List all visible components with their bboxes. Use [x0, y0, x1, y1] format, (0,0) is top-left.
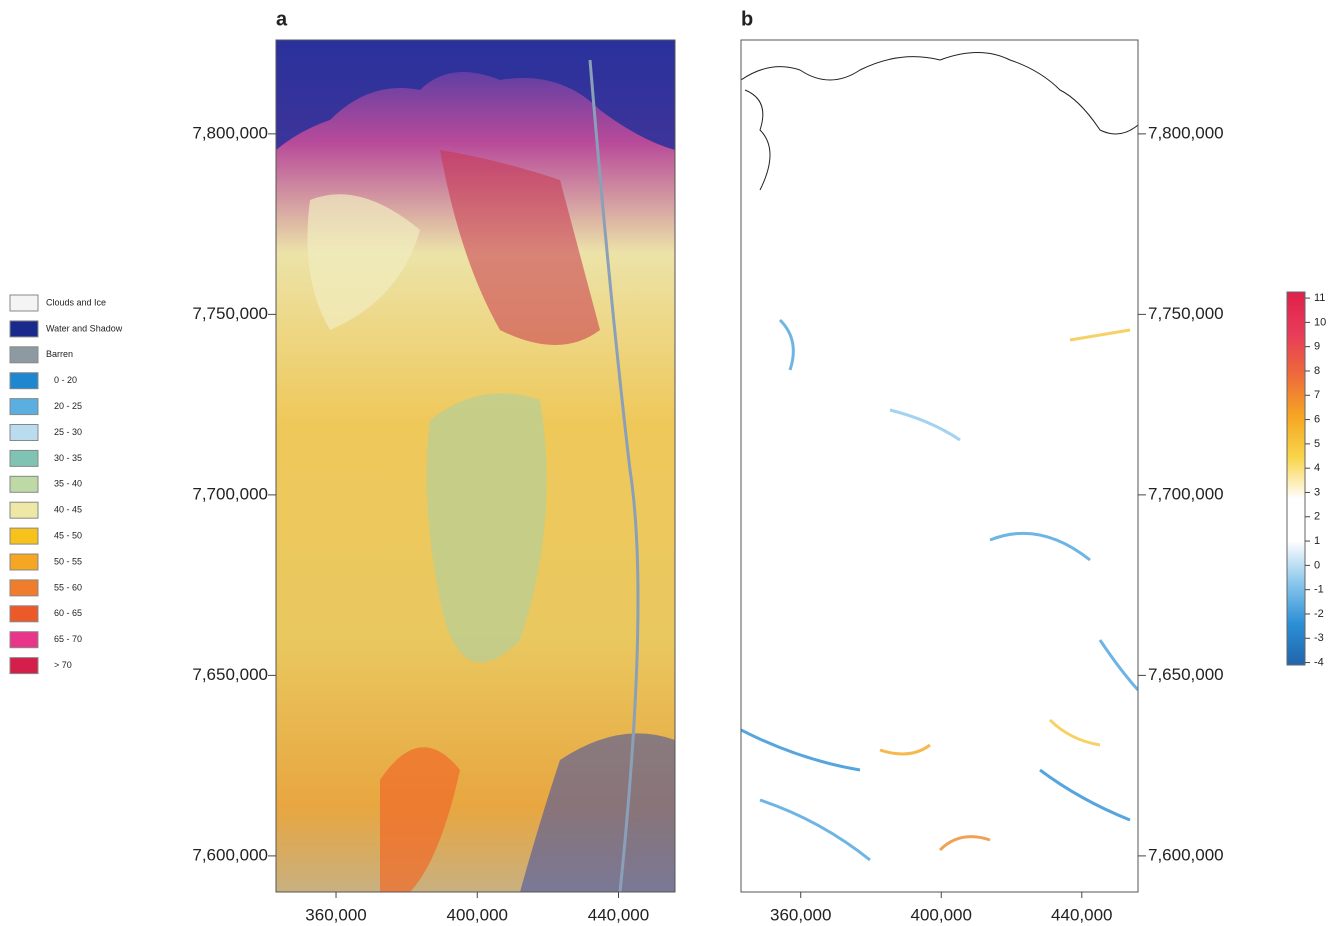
colorbar-tick-label: 7: [1314, 389, 1320, 401]
colorbar-tick-label: -4: [1314, 656, 1324, 668]
legend-label: Clouds and Ice: [46, 297, 106, 307]
legend-swatch: [10, 476, 38, 492]
legend-swatch: [10, 658, 38, 674]
y-tick-label: 7,650,000: [1148, 665, 1224, 684]
legend-label: Water and Shadow: [46, 323, 123, 333]
legend-swatch: [10, 502, 38, 518]
legend-swatch: [10, 606, 38, 622]
figure: a 360,000 400,000 440,000 7,800,000 7,750,000…: [0, 0, 1343, 926]
legend-swatch: [10, 554, 38, 570]
legend-label: 45 - 50: [54, 530, 82, 540]
panel-label: b: [741, 8, 753, 30]
colorbar-tick-label: -2: [1314, 608, 1324, 620]
x-tick-label: 360,000: [305, 905, 366, 924]
legend-label: 20 - 25: [54, 401, 82, 411]
legend-label: Barren: [46, 349, 73, 359]
legend-label: 55 - 60: [54, 582, 82, 592]
colorbar-tick-label: 9: [1314, 341, 1320, 353]
y-tick-label: 7,600,000: [1148, 845, 1224, 864]
x-tick-label: 400,000: [911, 905, 972, 924]
colorbar-tick-label: 11: [1314, 292, 1325, 304]
y-tick-label: 7,750,000: [1148, 304, 1224, 323]
colorbar-tick-label: 10: [1314, 316, 1326, 328]
y-tick-label: 7,750,000: [192, 304, 268, 323]
colorbar: [1287, 292, 1305, 665]
colorbar-tick-label: -3: [1314, 632, 1324, 644]
legend-swatch: [10, 425, 38, 441]
x-tick-label: 440,000: [1051, 905, 1112, 924]
y-tick-label: 7,600,000: [192, 845, 268, 864]
colorbar-tick-label: 2: [1314, 511, 1320, 523]
legend-swatch: [10, 632, 38, 648]
legend-label: > 70: [54, 660, 72, 670]
legend-label: 0 - 20: [54, 375, 77, 385]
x-tick-label: 360,000: [770, 905, 831, 924]
colorbar-tick-label: 3: [1314, 486, 1320, 498]
legend-swatch: [10, 347, 38, 363]
map-image-b: [741, 40, 1138, 892]
legend-label: 40 - 45: [54, 505, 82, 515]
colorbar-tick-label: 1: [1314, 535, 1320, 547]
y-tick-label: 7,800,000: [1148, 123, 1224, 142]
x-tick-label: 400,000: [447, 905, 508, 924]
colorbar-tick-label: -1: [1314, 584, 1324, 596]
colorbar-tick-label: 8: [1314, 365, 1320, 377]
y-tick-label: 7,700,000: [1148, 484, 1224, 503]
panel-label: a: [276, 8, 288, 30]
legend-swatch: [10, 450, 38, 466]
colorbar-tick-label: 0: [1314, 559, 1320, 571]
y-tick-label: 7,800,000: [192, 123, 268, 142]
legend-label: 30 - 35: [54, 453, 82, 463]
legend-swatch: [10, 321, 38, 337]
legend-label: 60 - 65: [54, 608, 82, 618]
colorbar-tick-label: 6: [1314, 413, 1320, 425]
legend-swatch: [10, 373, 38, 389]
legend-label: 25 - 30: [54, 427, 82, 437]
y-tick-label: 7,650,000: [192, 665, 268, 684]
legend-label: 35 - 40: [54, 479, 82, 489]
legend-label: 50 - 55: [54, 556, 82, 566]
legend-swatch: [10, 528, 38, 544]
x-tick-label: 440,000: [588, 905, 649, 924]
legend-label: 65 - 70: [54, 634, 82, 644]
y-tick-label: 7,700,000: [192, 484, 268, 503]
legend-swatch: [10, 399, 38, 415]
colorbar-tick-label: 5: [1314, 438, 1320, 450]
legend-swatch: [10, 580, 38, 596]
map-image-a: [276, 40, 675, 892]
colorbar-tick-label: 4: [1314, 462, 1320, 474]
legend-swatch: [10, 295, 38, 311]
